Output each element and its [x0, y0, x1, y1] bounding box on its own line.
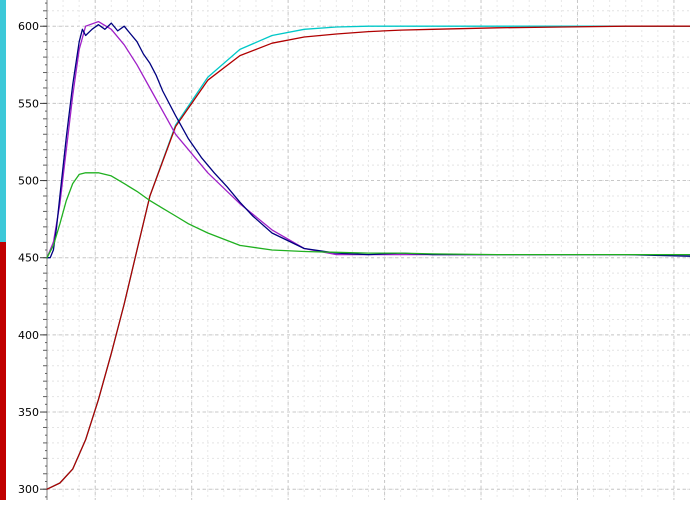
y-tick-label: 500	[18, 175, 39, 188]
series-line-5	[46, 172, 690, 259]
series-line-2	[46, 25, 690, 490]
y-tick-label: 350	[18, 406, 39, 419]
y-tick-label: 400	[18, 329, 39, 342]
y-tick-label: 600	[18, 20, 39, 33]
y-tick-label: 300	[18, 483, 39, 496]
cyan-indicator-bar	[0, 0, 6, 242]
y-tick-label: 550	[18, 97, 39, 110]
series-line-4	[46, 22, 690, 259]
red-indicator-bar	[0, 242, 6, 500]
y-tick-label: 450	[18, 252, 39, 265]
